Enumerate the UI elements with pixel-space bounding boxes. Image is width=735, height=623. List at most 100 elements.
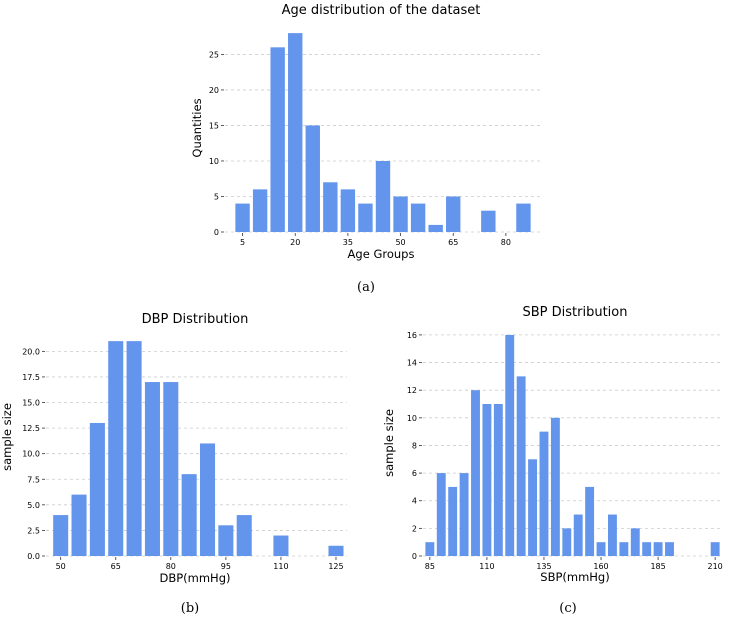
age-chart-title: Age distribution of the dataset <box>282 3 481 18</box>
age-x-tick-label: 65 <box>448 238 458 247</box>
sbp-chart-title: SBP Distribution <box>523 305 628 320</box>
age-y-tick-label: 0 <box>214 228 219 237</box>
dbp-bar-80 <box>163 382 179 556</box>
sbp-bar-140 <box>550 417 560 556</box>
dbp-y-axis-label: sample size <box>0 403 14 471</box>
caption-b: (b) <box>181 601 199 616</box>
age-bar-10 <box>252 189 268 232</box>
sbp-bar-135 <box>539 431 549 556</box>
sbp-x-tick-label: 135 <box>536 562 551 571</box>
dbp-bar-60 <box>89 422 105 556</box>
sbp-bar-105 <box>471 390 480 556</box>
sbp-bar-150 <box>573 514 583 556</box>
sbp-bar-115 <box>493 404 503 556</box>
sbp-bars <box>425 334 720 556</box>
dbp-y-tick-label: 17.5 <box>22 373 40 382</box>
age-bar-50 <box>393 196 408 232</box>
sbp-bar-160 <box>596 542 606 556</box>
caption-c: (c) <box>559 601 576 616</box>
sbp-y-tick-label: 8 <box>412 441 417 450</box>
dbp-bar-110 <box>273 535 289 556</box>
sbp-x-tick-label: 85 <box>425 562 435 571</box>
sbp-bar-190 <box>665 542 674 556</box>
age-y-tick-label: 5 <box>214 192 219 201</box>
age-y-tick-label: 10 <box>209 157 219 166</box>
age-bar-40 <box>358 203 373 232</box>
sbp-bar-110 <box>482 404 492 556</box>
age-bar-55 <box>410 203 426 232</box>
dbp-bar-100 <box>236 515 252 556</box>
dbp-x-tick-label: 65 <box>111 562 121 571</box>
sbp-x-axis-label: SBP(mmHg) <box>540 570 609 584</box>
sbp-bar-90 <box>436 473 446 556</box>
age-bars <box>235 33 531 232</box>
dbp-bar-75 <box>144 382 160 556</box>
sbp-y-tick-label: 2 <box>412 524 417 533</box>
age-bar-5 <box>235 203 250 232</box>
age-y-axis-label: Quantities <box>190 98 204 157</box>
dbp-y-tick-label: 20.0 <box>22 347 40 356</box>
dbp-bar-70 <box>126 341 142 556</box>
sbp-bar-155 <box>585 486 595 556</box>
age-bar-85 <box>516 203 531 232</box>
age-bar-45 <box>375 160 391 232</box>
sbp-x-tick-label: 210 <box>708 562 723 571</box>
dbp-distribution-panel: 0.0 2.5 5.0 7.5 10.0 12.5 15.0 17.5 20.0 50 65 80 95… <box>0 312 347 616</box>
age-x-tick-label: 35 <box>343 238 353 247</box>
dbp-y-tick-label: 5.0 <box>27 501 40 510</box>
dbp-y-tick-label: 12.5 <box>22 424 40 433</box>
age-bar-25 <box>305 125 320 232</box>
sbp-y-tick-label: 10 <box>407 414 417 423</box>
dbp-y-tick-label: 15.0 <box>22 399 40 408</box>
sbp-ticks: 0 2 4 6 8 10 12 14 16 85 110 135 160 185 210 <box>407 331 723 571</box>
sbp-bar-120 <box>505 334 515 556</box>
dbp-x-tick-label: 80 <box>166 562 176 571</box>
dbp-bars <box>53 341 344 556</box>
sbp-bar-95 <box>448 486 458 556</box>
sbp-bar-145 <box>562 528 572 556</box>
age-bar-35 <box>340 189 356 232</box>
dbp-y-tick-label: 7.5 <box>27 475 40 484</box>
age-bar-65 <box>446 196 461 232</box>
dbp-x-tick-label: 110 <box>273 562 288 571</box>
dbp-x-tick-label: 125 <box>328 562 343 571</box>
dbp-bar-55 <box>71 494 87 556</box>
sbp-bar-100 <box>459 473 469 556</box>
sbp-bar-175 <box>630 528 640 556</box>
age-bar-75 <box>481 210 496 232</box>
sbp-y-tick-label: 0 <box>412 552 417 561</box>
dbp-y-tick-label: 10.0 <box>22 450 40 459</box>
dbp-bar-85 <box>181 474 197 556</box>
caption-a: (a) <box>357 280 375 295</box>
sbp-y-tick-label: 4 <box>412 497 417 506</box>
dbp-ticks: 0.0 2.5 5.0 7.5 10.0 12.5 15.0 17.5 20.0 50 65 80 95… <box>22 347 343 571</box>
sbp-y-tick-label: 16 <box>407 331 417 340</box>
dbp-bar-95 <box>218 525 234 556</box>
sbp-bar-180 <box>642 542 652 556</box>
sbp-x-tick-label: 110 <box>479 562 494 571</box>
age-x-tick-label: 50 <box>395 238 405 247</box>
sbp-y-tick-label: 6 <box>412 469 417 478</box>
dbp-chart-title: DBP Distribution <box>142 312 249 327</box>
age-x-tick-label: 80 <box>501 238 511 247</box>
dbp-x-axis-label: DBP(mmHg) <box>159 571 230 585</box>
dbp-bar-65 <box>108 341 124 556</box>
sbp-bar-165 <box>607 514 617 556</box>
dbp-y-tick-label: 2.5 <box>27 526 40 535</box>
age-x-tick-label: 20 <box>290 238 300 247</box>
sbp-bar-85 <box>425 542 435 556</box>
sbp-bar-125 <box>516 376 526 556</box>
age-bar-30 <box>323 182 338 232</box>
age-distribution-panel: 0 5 10 15 20 25 5 20 35 50 65 80 Age distribution o… <box>190 3 541 295</box>
sbp-bar-130 <box>528 459 538 556</box>
age-x-axis-label: Age Groups <box>348 247 415 261</box>
age-y-tick-label: 15 <box>209 121 219 130</box>
dbp-y-tick-label: 0.0 <box>27 552 40 561</box>
sbp-y-axis-label: sample size <box>382 409 396 477</box>
age-ticks: 0 5 10 15 20 25 5 20 35 50 65 80 <box>209 50 511 247</box>
sbp-bar-185 <box>653 542 663 556</box>
age-x-tick-label: 5 <box>240 238 245 247</box>
sbp-distribution-panel: 0 2 4 6 8 10 12 14 16 85 110 135 160 185 210 SBP Distr… <box>382 305 723 616</box>
dbp-x-tick-label: 95 <box>221 562 231 571</box>
